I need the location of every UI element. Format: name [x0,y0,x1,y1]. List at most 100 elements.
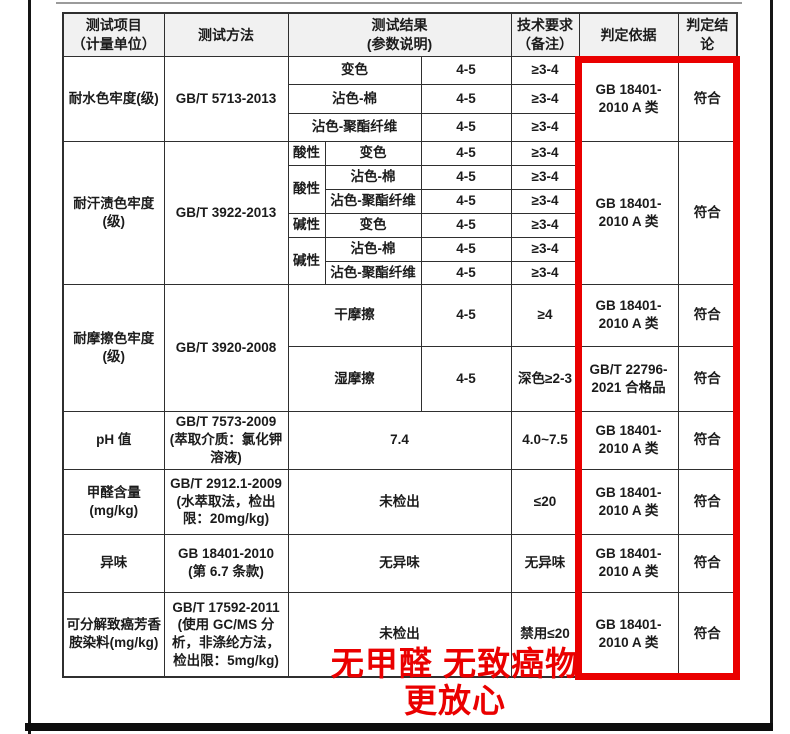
cell-amine-req: 禁用≤20 [510,591,580,678]
header-requirement-line2: （备注） [517,35,574,52]
cell-water-req-0: ≥3-4 [510,55,580,85]
table-row: 耐水色牢度(级) GB/T 5713-2013 变色 4-5 ≥3-4 GB 1… [62,55,738,142]
cell-sweat-req-1: ≥3-4 [510,164,580,190]
cell-sweat-result-0: 4-5 [420,140,512,166]
cell-rub-item-line2: (级) [102,348,126,364]
cell-formaldehyde-item: 甲醛含量 (mg/kg) [62,468,165,535]
cell-amine-basis: GB 18401-2010 A 类 [578,591,679,678]
cell-formaldehyde-item-line2: (mg/kg) [89,502,139,518]
cell-water-item: 耐水色牢度(级) [62,55,165,142]
header-test-method: 测试方法 [163,12,289,57]
cell-sweat-conclusion: 符合 [677,140,738,285]
cell-water-conclusion: 符合 [677,55,738,142]
cell-odor-req: 无异味 [510,533,580,593]
cell-formaldehyde-req: ≤20 [510,468,580,535]
cell-ph-result: 7.4 [287,410,512,470]
cell-sweat-param-4: 沾色-棉 [324,236,422,262]
cell-water-result-2: 4-5 [420,112,512,142]
header-basis: 判定依据 [578,12,679,57]
cell-rub-conclusion-0: 符合 [677,283,738,347]
cell-sweat-param-1: 沾色-棉 [324,164,422,190]
table-row: 酸性 沾色-棉 4-5 ≥3-4 [63,164,737,214]
cell-ph-method-line1: GB/T 7573-2009 [175,414,277,430]
table-row: 湿摩擦 4-5 深色≥2-3 GB/T 22796-2021 合格品 符合 [63,345,738,412]
cell-odor-method-line1: GB 18401-2010 [177,546,275,562]
cell-formaldehyde-method: GB/T 2912.1-2009 (水萃取法，检出限：20mg/kg) [163,468,289,535]
cell-rub-param-0: 干摩擦 [287,283,422,347]
cell-rub-result-0: 4-5 [420,283,512,347]
cell-formaldehyde-conclusion: 符合 [677,468,738,535]
cell-rub-conclusion-1: 符合 [677,345,738,412]
cell-rub-method: GB/T 3920-2008 [163,283,289,412]
header-test-result-line2: (参数说明) [366,35,433,52]
cell-formaldehyde-result: 未检出 [287,468,512,535]
table-row: 碱性 沾色-棉 4-5 ≥3-4 [63,236,737,285]
cell-odor-conclusion: 符合 [677,533,738,593]
slogan-text: 无甲醛 无致癌物 更放心 [300,645,610,719]
cell-sweat-req-2: ≥3-4 [510,188,580,214]
cell-sweat-cond-3: 碱性 [287,212,326,238]
cell-sweat-basis: GB 18401-2010 A 类 [578,140,679,285]
cell-odor-result: 无异味 [287,533,512,593]
cell-rub-item: 耐摩擦色牢度 (级) [62,283,165,412]
cell-water-result-1: 4-5 [420,83,512,114]
cell-sweat-result-2: 4-5 [420,188,512,214]
table-row: 可分解致癌芳香胺染料(mg/kg) GB/T 17592-2011 (使用 GC… [62,591,738,678]
table-row: 耐摩擦色牢度 (级) GB/T 3920-2008 干摩擦 4-5 ≥4 GB … [62,283,738,412]
cell-water-result-0: 4-5 [420,55,512,85]
cell-amine-result: 未检出 [287,591,512,678]
cell-water-method: GB/T 5713-2013 [163,55,289,142]
cell-sweat-item: 耐汗渍色牢度 (级) [62,140,165,285]
header-requirement: 技术要求 （备注） [510,12,580,57]
cell-amine-method-line1: GB/T 17592-2011 [172,599,280,615]
table-row: 甲醛含量 (mg/kg) GB/T 2912.1-2009 (水萃取法，检出限：… [62,468,738,535]
cell-ph-req: 4.0~7.5 [510,410,580,470]
cell-water-param-0: 变色 [287,55,422,85]
cell-odor-method: GB 18401-2010 (第 6.7 条款) [163,533,289,593]
cell-water-req-2: ≥3-4 [510,112,580,142]
cell-water-param-1: 沾色-棉 [287,83,422,114]
test-report-table: 测试项目 （计量单位） 测试方法 测试结果 (参数说明) 技术要求 （备注） 判… [62,12,739,678]
cell-sweat-result-5: 4-5 [420,260,512,285]
table-row: 沾色-聚酯纤维 4-5 ≥3-4 [63,112,737,142]
cell-water-param-2: 沾色-聚酯纤维 [287,112,422,142]
cell-sweat-result-1: 4-5 [420,164,512,190]
cell-odor-item: 异味 [62,533,165,593]
table-row: 异味 GB 18401-2010 (第 6.7 条款) 无异味 无异味 GB 1… [62,533,738,593]
cell-sweat-method: GB/T 3922-2013 [163,140,289,285]
header-test-item-line1: 测试项目 [85,17,142,34]
header-test-result-line1: 测试结果 [371,17,428,34]
page-border-right [770,0,773,727]
cell-sweat-cond-1: 酸性 [287,164,326,214]
cell-sweat-param-3: 变色 [324,212,422,238]
cell-rub-req-0: ≥4 [510,283,580,347]
cell-formaldehyde-item-line1: 甲醛含量 [86,484,141,500]
cell-amine-conclusion: 符合 [677,591,738,678]
cell-sweat-req-3: ≥3-4 [510,212,580,238]
cell-amine-method-line2: (使用 GC/MS 分析，非涤纶方法，检出限：5mg/kg) [172,617,280,669]
cell-sweat-cond-0: 酸性 [287,140,326,166]
table-row: 沾色-聚酯纤维 4-5 ≥3-4 [63,188,737,214]
cell-sweat-item-line1: 耐汗渍色牢度 [73,195,155,211]
cell-sweat-req-4: ≥3-4 [510,236,580,262]
header-test-item-line2: （计量单位） [71,35,156,52]
cell-ph-conclusion: 符合 [677,410,738,470]
slogan-line1: 无甲醛 无致癌物 [330,645,580,682]
cell-ph-item: pH 值 [62,410,165,470]
cell-sweat-req-0: ≥3-4 [510,140,580,166]
cell-amine-method: GB/T 17592-2011 (使用 GC/MS 分析，非涤纶方法，检出限：5… [163,591,289,678]
cell-sweat-param-2: 沾色-聚酯纤维 [324,188,422,214]
cell-sweat-cond-4: 碱性 [287,236,326,285]
header-requirement-line1: 技术要求 [517,17,574,34]
header-conclusion: 判定结论 [677,12,738,57]
cell-water-basis: GB 18401-2010 A 类 [578,55,679,142]
cell-sweat-result-4: 4-5 [420,236,512,262]
page-border-top [56,2,742,4]
cell-rub-basis-0: GB 18401-2010 A 类 [578,283,679,347]
cell-rub-req-1: 深色≥2-3 [510,345,580,412]
cell-sweat-item-line2: (级) [102,213,126,229]
cell-formaldehyde-method-line2: (水萃取法，检出限：20mg/kg) [176,493,276,527]
page-border-left [28,0,31,734]
header-test-result: 测试结果 (参数说明) [287,12,512,57]
